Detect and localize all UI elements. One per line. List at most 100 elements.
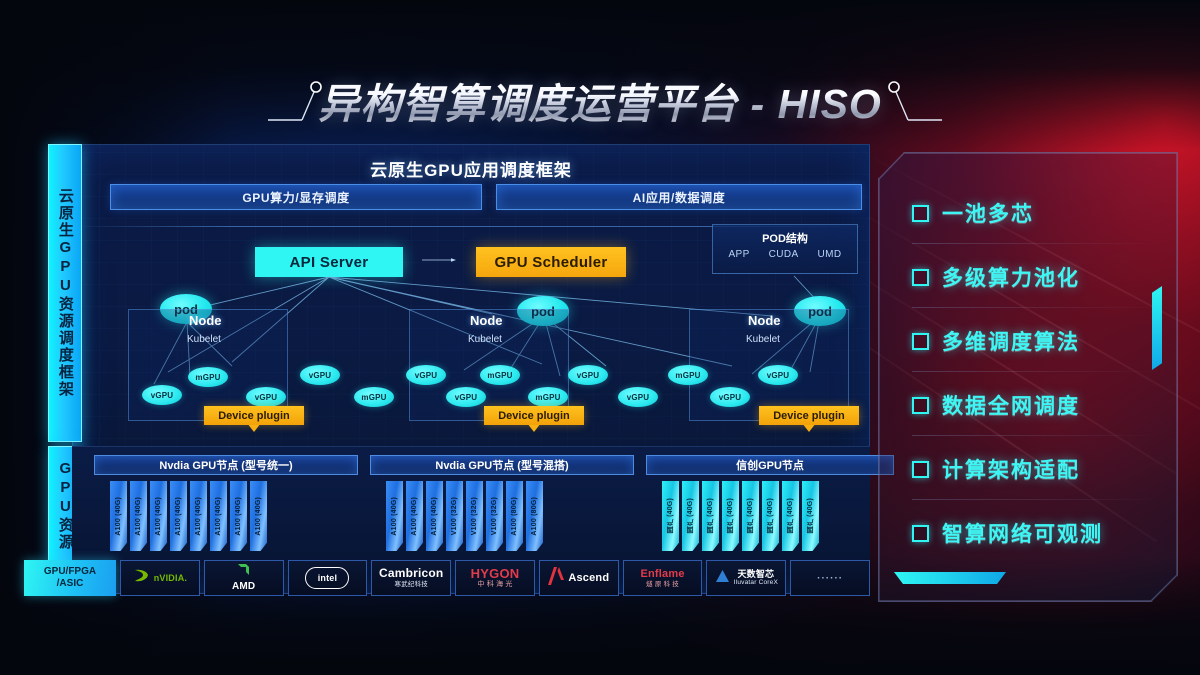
vendor-category-tab[interactable]: GPU/FPGA /ASIC	[24, 560, 116, 596]
gpu-card-1-3[interactable]: A100 (40G)	[150, 481, 167, 551]
arrow-api-to-scheduler	[422, 258, 456, 262]
pod-node-1-label: pod	[174, 301, 198, 317]
gpu-card-2-8[interactable]: A100 (80G)	[526, 481, 543, 551]
device-plugin-2[interactable]: Device plugin	[484, 406, 584, 425]
gpu-unit-1[interactable]: vGPU	[142, 385, 182, 405]
gpu-card-3-1[interactable]: 国产 (40G)	[662, 481, 679, 551]
device-plugin-arrow-1	[247, 423, 261, 432]
gpu-card-1-6[interactable]: A100 (40G)	[210, 481, 227, 551]
pod-node-3[interactable]: pod	[794, 296, 846, 326]
pod-structure-title: POD结构	[762, 233, 808, 245]
gpu-card-1-2[interactable]: A100 (40G)	[130, 481, 147, 551]
hygon-sub: 中 科 海 光	[477, 581, 513, 589]
gpu-group-3-title: 信创GPU节点	[646, 455, 894, 475]
feature-item-1[interactable]: 一池多芯	[912, 198, 1034, 228]
gpu-card-1-1[interactable]: A100 (40G)	[110, 481, 127, 551]
vendor-category-line1: GPU/FPGA	[43, 566, 97, 578]
device-plugin-1-label: Device plugin	[218, 409, 290, 422]
pod-node-2[interactable]: pod	[517, 296, 569, 326]
gpu-group-2-title: Nvdia GPU节点 (型号混搭)	[370, 455, 634, 475]
vendor-nvidia[interactable]: nVIDIA.	[120, 560, 200, 596]
gpu-card-2-7[interactable]: A100 (80G)	[506, 481, 523, 551]
vendor-intel[interactable]: intel	[287, 560, 368, 596]
gpu-card-3-8[interactable]: 国产 (40G)	[802, 481, 819, 551]
amd-arrow-icon	[237, 563, 250, 581]
api-server-box[interactable]: API Server	[255, 247, 403, 277]
gpu-unit-4[interactable]: vGPU	[300, 365, 340, 385]
band-ai-data[interactable]: AI应用/数据调度	[496, 184, 862, 210]
device-plugin-1[interactable]: Device plugin	[204, 406, 304, 425]
gpu-unit-1-label: vGPU	[150, 390, 174, 400]
device-plugin-3[interactable]: Device plugin	[759, 406, 859, 425]
gpu-card-1-6-label: A100 (40G)	[215, 496, 222, 536]
gpu-card-2-6[interactable]: V100 (32G)	[486, 481, 503, 551]
feature-item-2[interactable]: 多级算力池化	[912, 262, 1080, 292]
gpu-card-1-5[interactable]: A100 (40G)	[190, 481, 207, 551]
band-gpu-compute[interactable]: GPU算力/显存调度	[110, 184, 482, 210]
gpu-card-3-6[interactable]: 国产 (40G)	[762, 481, 779, 551]
pod-layer-cuda: CUDA	[768, 249, 799, 260]
gpu-unit-13[interactable]: vGPU	[710, 387, 750, 407]
node-1-title: Node	[189, 313, 222, 328]
gpu-card-3-7[interactable]: 国产 (40G)	[782, 481, 799, 551]
gpu-card-3-4[interactable]: 国产 (40G)	[722, 481, 739, 551]
vendor-enflame[interactable]: Enflame 燧 原 科 技	[622, 560, 703, 596]
gpu-card-1-7-label: A100 (40G)	[235, 496, 242, 536]
iluvatar-label: 天数智芯	[737, 569, 775, 580]
gpu-scheduler-label: GPU Scheduler	[494, 253, 608, 271]
gpu-scheduler-box[interactable]: GPU Scheduler	[476, 247, 626, 277]
gpu-card-2-4[interactable]: V100 (32G)	[446, 481, 463, 551]
gpu-card-3-5[interactable]: 国产 (40G)	[742, 481, 759, 551]
vendor-hygon[interactable]: HYGON 中 科 海 光	[455, 560, 535, 596]
checkbox-icon	[912, 332, 929, 350]
gpu-unit-8[interactable]: mGPU	[480, 365, 520, 385]
vendor-more[interactable]: ······	[790, 560, 871, 596]
gpu-card-1-7[interactable]: A100 (40G)	[230, 481, 247, 551]
gpu-card-2-5[interactable]: V100 (32G)	[466, 481, 483, 551]
checkbox-icon	[912, 524, 929, 542]
vendor-amd[interactable]: AMD	[203, 560, 284, 596]
pod-node-1[interactable]: pod	[160, 294, 212, 324]
gpu-unit-3-label: vGPU	[254, 392, 278, 402]
gpu-card-1-4[interactable]: A100 (40G)	[170, 481, 187, 551]
gpu-unit-14[interactable]: vGPU	[758, 365, 798, 385]
gpu-unit-6[interactable]: vGPU	[406, 365, 446, 385]
node-2-kubelet: Kubelet	[468, 334, 502, 345]
nvidia-label: nVIDIA.	[153, 573, 188, 583]
feature-item-4[interactable]: 数据全网调度	[912, 390, 1080, 420]
gpu-card-3-7-label: 国产 (40G)	[786, 498, 794, 534]
checkbox-icon	[912, 204, 929, 222]
gpu-card-3-3[interactable]: 国产 (40G)	[702, 481, 719, 551]
gpu-card-2-1[interactable]: A100 (40G)	[386, 481, 403, 551]
feature-divider-1	[912, 243, 1162, 244]
sidebar-tab-framework[interactable]: 云原生GPU资源调度框架	[48, 144, 82, 442]
title-decoration-left	[268, 78, 324, 122]
vendor-ascend[interactable]: Ascend	[538, 560, 619, 596]
gpu-unit-10[interactable]: vGPU	[568, 365, 608, 385]
feature-divider-5	[912, 499, 1162, 500]
feature-item-5[interactable]: 计算架构适配	[912, 454, 1080, 484]
vendor-iluvatar[interactable]: 天数智芯 Iluvatar CoreX	[706, 560, 787, 596]
gpu-group-3: 信创GPU节点 国产 (40G) 国产 (40G) 国产 (40G) 国产 (40G)…	[646, 455, 894, 557]
vendor-cambricon[interactable]: Cambricon 寒武纪科技	[371, 560, 452, 596]
gpu-group-1: Nvdia GPU节点 (型号统一) A100 (40G) A100 (40G) A…	[94, 455, 358, 557]
gpu-unit-3[interactable]: vGPU	[246, 387, 286, 407]
gpu-card-2-2[interactable]: A100 (40G)	[406, 481, 423, 551]
gpu-unit-9[interactable]: mGPU	[528, 387, 568, 407]
gpu-unit-5[interactable]: mGPU	[354, 387, 394, 407]
gpu-unit-2[interactable]: mGPU	[188, 367, 228, 387]
gpu-card-2-2-label: A100 (40G)	[411, 496, 418, 536]
gpu-unit-11-label: vGPU	[626, 392, 650, 402]
gpu-unit-7[interactable]: vGPU	[446, 387, 486, 407]
gpu-card-3-2[interactable]: 国产 (40G)	[682, 481, 699, 551]
feature-item-6[interactable]: 智算网络可观测	[912, 518, 1103, 548]
feature-item-3-label: 多维调度算法	[942, 331, 1080, 354]
gpu-card-2-3[interactable]: A100 (40G)	[426, 481, 443, 551]
gpu-card-1-8[interactable]: A100 (40G)	[250, 481, 267, 551]
feature-item-3[interactable]: 多维调度算法	[912, 326, 1080, 356]
gpu-unit-11[interactable]: vGPU	[618, 387, 658, 407]
feature-item-2-label: 多级算力池化	[942, 267, 1080, 290]
gpu-card-3-4-label: 国产 (40G)	[726, 498, 734, 534]
gpu-unit-12[interactable]: mGPU	[668, 365, 708, 385]
pod-structure-layers: APP CUDA UMD	[713, 249, 857, 260]
